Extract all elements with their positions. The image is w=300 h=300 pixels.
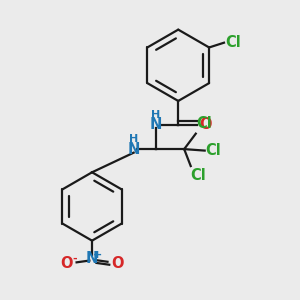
Text: N: N: [150, 117, 162, 132]
Text: Cl: Cl: [206, 143, 221, 158]
Text: -: -: [72, 254, 77, 263]
Text: H: H: [151, 110, 160, 120]
Text: O: O: [60, 256, 73, 271]
Text: N: N: [86, 251, 98, 266]
Text: Cl: Cl: [226, 34, 241, 50]
Text: Cl: Cl: [191, 168, 206, 183]
Text: O: O: [199, 117, 212, 132]
Text: O: O: [111, 256, 124, 271]
Text: H: H: [129, 134, 138, 144]
Text: Cl: Cl: [197, 116, 212, 131]
Text: N: N: [128, 142, 140, 157]
Text: +: +: [93, 250, 103, 260]
